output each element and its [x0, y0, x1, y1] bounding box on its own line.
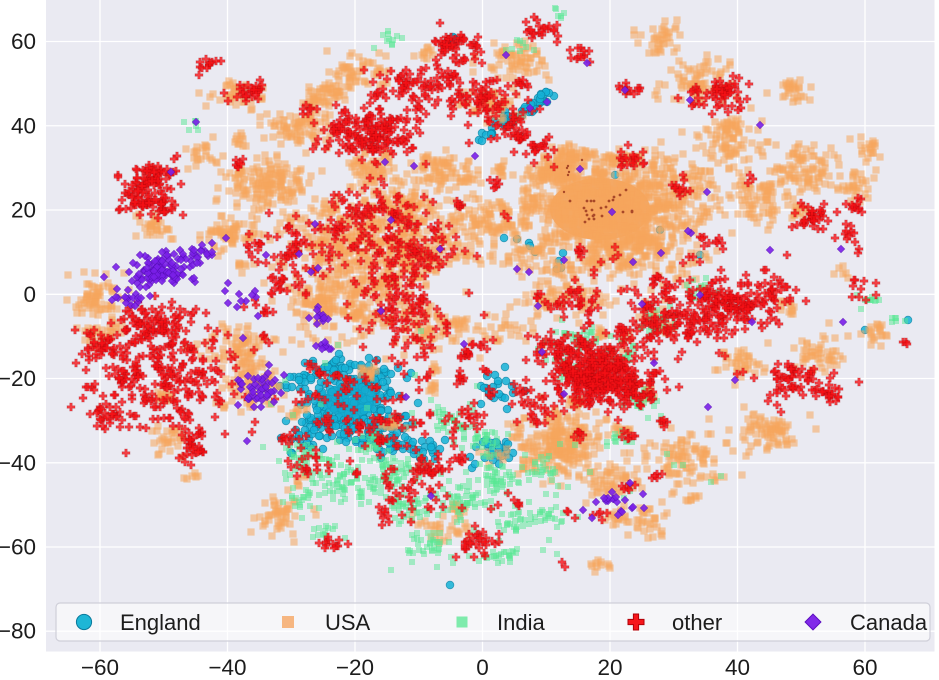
svg-text:−60: −60 [81, 655, 119, 680]
svg-text:−20: −20 [336, 655, 374, 680]
svg-text:20: 20 [597, 655, 622, 680]
svg-text:Canada: Canada [850, 610, 928, 635]
svg-text:40: 40 [11, 113, 36, 138]
svg-text:England: England [120, 610, 201, 635]
svg-text:0: 0 [23, 282, 36, 307]
svg-text:−60: −60 [0, 535, 36, 560]
svg-text:USA: USA [325, 610, 371, 635]
svg-text:other: other [672, 610, 722, 635]
svg-text:20: 20 [11, 198, 36, 223]
svg-text:−40: −40 [208, 655, 246, 680]
svg-text:40: 40 [725, 655, 750, 680]
svg-text:60: 60 [852, 655, 877, 680]
svg-text:−40: −40 [0, 450, 36, 475]
svg-text:−80: −80 [0, 619, 36, 644]
svg-text:India: India [497, 610, 545, 635]
svg-text:60: 60 [11, 29, 36, 54]
svg-text:0: 0 [476, 655, 489, 680]
svg-text:−20: −20 [0, 366, 36, 391]
